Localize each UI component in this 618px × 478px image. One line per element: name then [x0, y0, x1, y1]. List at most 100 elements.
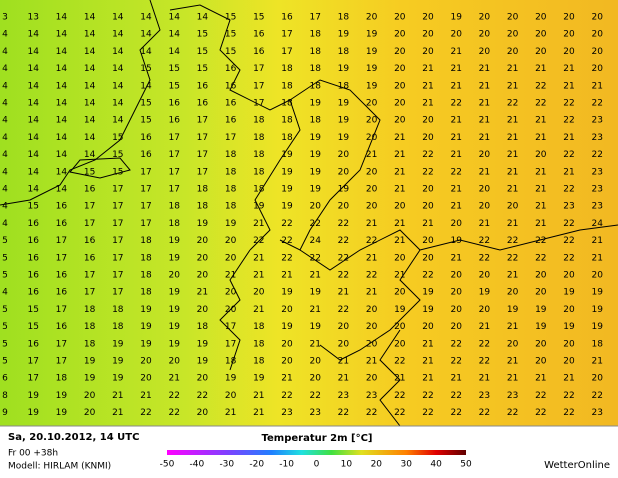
temperature-value: 21 — [338, 374, 349, 384]
temperature-value: 17 — [84, 271, 95, 281]
temperature-value: 20 — [422, 185, 434, 195]
temperature-value: 14 — [56, 167, 68, 177]
temperature-value: 22 — [253, 236, 264, 246]
temperature-value: 21 — [450, 185, 461, 195]
scale-tick-label: -30 — [219, 460, 234, 470]
temperature-value: 18 — [281, 81, 293, 91]
temperature-value: 17 — [197, 116, 208, 126]
temperature-value: 17 — [56, 305, 67, 315]
temperature-value: 21 — [479, 167, 490, 177]
temperature-value: 18 — [338, 13, 350, 23]
temperature-value: 21 — [479, 81, 490, 91]
temperature-value: 20 — [479, 13, 491, 23]
temperature-value: 18 — [56, 374, 68, 384]
temperature-value: 22 — [563, 219, 574, 229]
temperature-value: 20 — [225, 236, 237, 246]
temperature-value: 14 — [84, 47, 96, 57]
temperature-value: 18 — [168, 202, 180, 212]
temperature-value: 19 — [309, 167, 321, 177]
temperature-value: 20 — [535, 30, 547, 40]
temperature-value: 5 — [2, 357, 8, 367]
temperature-value: 16 — [168, 99, 180, 109]
temperature-value: 20 — [591, 30, 603, 40]
temperature-value: 18 — [338, 47, 350, 57]
temperature-value: 4 — [2, 99, 8, 109]
temperature-value: 20 — [281, 339, 293, 349]
temperature-value: 20 — [366, 374, 378, 384]
temperature-value: 19 — [253, 202, 265, 212]
temperature-value: 22 — [563, 236, 574, 246]
temperature-value: 16 — [197, 99, 209, 109]
temperature-value: 20 — [563, 339, 575, 349]
temperature-value: 16 — [27, 288, 39, 298]
temperature-value: 20 — [338, 339, 350, 349]
temperature-value: 16 — [140, 133, 152, 143]
temperature-value: 22 — [281, 253, 292, 263]
temperature-value: 21 — [281, 374, 292, 384]
temperature-value: 19 — [112, 357, 124, 367]
temperature-value: 19 — [84, 357, 96, 367]
temperature-value: 21 — [225, 271, 236, 281]
temperature-value: 21 — [591, 236, 602, 246]
temperature-value: 20 — [366, 322, 378, 332]
temperature-value: 4 — [2, 288, 8, 298]
temperature-value: 21 — [394, 236, 405, 246]
temperature-value: 14 — [84, 64, 96, 74]
temperature-value: 16 — [27, 219, 39, 229]
temperature-value: 14 — [27, 185, 39, 195]
temperature-value: 18 — [281, 64, 293, 74]
temperature-value: 17 — [112, 236, 123, 246]
temperature-value: 16 — [56, 219, 68, 229]
temperature-value: 19 — [225, 374, 237, 384]
temperature-value: 19 — [27, 408, 39, 418]
temperature-value: 19 — [366, 47, 378, 57]
temperature-value: 15 — [84, 167, 95, 177]
temperature-value: 17 — [56, 357, 67, 367]
temperature-value: 20 — [479, 271, 491, 281]
temperature-value: 19 — [422, 288, 434, 298]
temperature-value: 20 — [535, 357, 547, 367]
temperature-value: 18 — [197, 185, 209, 195]
temperature-value: 16 — [56, 322, 68, 332]
temperature-value: 14 — [27, 64, 39, 74]
temperature-value: 20 — [535, 47, 547, 57]
temperature-value: 17 — [168, 167, 179, 177]
temperature-value: 15 — [27, 305, 38, 315]
temperature-value: 22 — [535, 253, 546, 263]
temperature-value: 21 — [394, 271, 405, 281]
temperature-value: 21 — [450, 64, 461, 74]
scale-tick-label: -20 — [249, 460, 264, 470]
temperature-value: 17 — [197, 133, 208, 143]
temperature-value: 22 — [535, 81, 546, 91]
temperature-value: 14 — [56, 150, 68, 160]
temperature-value: 19 — [56, 391, 68, 401]
temperature-value: 21 — [422, 64, 433, 74]
temperature-value: 22 — [309, 219, 320, 229]
temperature-value: 17 — [112, 219, 123, 229]
temperature-value: 19 — [197, 339, 209, 349]
temperature-value: 21 — [479, 322, 490, 332]
temperature-value: 14 — [112, 13, 124, 23]
temperature-value: 4 — [2, 30, 8, 40]
temperature-value: 21 — [450, 133, 461, 143]
temperature-value: 21 — [535, 167, 546, 177]
temperature-grid: 3 13 14 14 14 14 14 14 15 15 16 17 18 20 20 20 19 20 20 20 2… — [2, 13, 603, 419]
scale-tick-label: 10 — [341, 460, 353, 470]
temperature-value: 21 — [450, 150, 461, 160]
temperature-value: 22 — [394, 408, 405, 418]
temperature-value: 21 — [507, 322, 518, 332]
temperature-value: 22 — [479, 253, 490, 263]
temperature-value: 20 — [309, 374, 321, 384]
temperature-value: 22 — [591, 391, 602, 401]
temperature-value: 20 — [450, 305, 462, 315]
temperature-value: 21 — [535, 185, 546, 195]
temperature-value: 18 — [197, 202, 209, 212]
temperature-value: 22 — [366, 271, 377, 281]
temperature-value: 20 — [450, 271, 462, 281]
temperature-value: 16 — [27, 236, 39, 246]
temperature-value: 4 — [2, 64, 8, 74]
temperature-value: 20 — [450, 288, 462, 298]
temperature-value: 19 — [591, 288, 603, 298]
temperature-value: 18 — [253, 133, 265, 143]
temperature-value: 17 — [56, 339, 67, 349]
